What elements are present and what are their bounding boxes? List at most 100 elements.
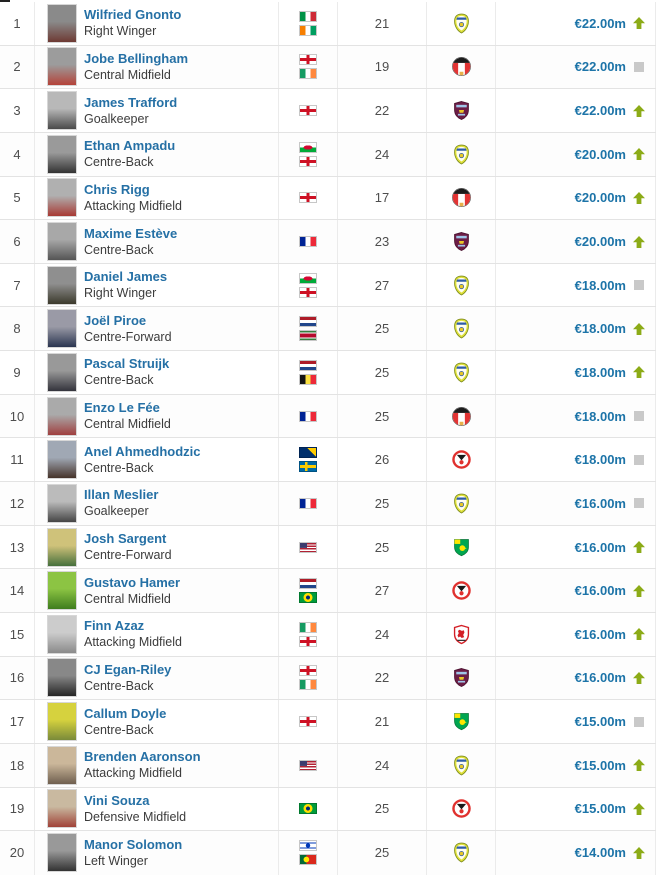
market-value-link[interactable]: €15.00m <box>574 714 626 730</box>
club-cell <box>427 263 496 307</box>
player-photo[interactable] <box>47 3 77 43</box>
club-crest-icon[interactable] <box>450 842 472 864</box>
market-value-link[interactable]: €18.00m <box>574 321 626 337</box>
club-crest-icon[interactable] <box>450 274 472 296</box>
market-value-link[interactable]: €16.00m <box>574 583 626 599</box>
market-value-link[interactable]: €18.00m <box>574 452 626 468</box>
club-crest-icon[interactable] <box>450 754 472 776</box>
player-name-link[interactable]: Vini Souza <box>84 792 150 808</box>
player-name-link[interactable]: Pascal Struijk <box>84 356 170 372</box>
club-crest-icon[interactable] <box>450 623 472 645</box>
age-cell: 25 <box>338 525 427 569</box>
player-photo[interactable] <box>47 658 77 698</box>
market-value-link[interactable]: €16.00m <box>574 495 626 511</box>
player-name-link[interactable]: Gustavo Hamer <box>84 574 181 590</box>
player-photo[interactable] <box>47 745 77 785</box>
player-name-link[interactable]: Daniel James <box>84 269 168 285</box>
player-name-link[interactable]: Brenden Aaronson <box>84 749 201 765</box>
club-crest-icon[interactable] <box>450 231 472 253</box>
player-photo[interactable] <box>47 178 77 218</box>
market-value-link[interactable]: €16.00m <box>574 670 626 686</box>
player-photo[interactable] <box>47 702 77 742</box>
player-photo[interactable] <box>47 265 77 305</box>
player-photo[interactable] <box>47 483 77 523</box>
rank-label: 18 <box>9 757 25 773</box>
player-photo[interactable] <box>47 134 77 174</box>
club-crest-icon[interactable] <box>450 143 472 165</box>
player-photo[interactable] <box>47 396 77 436</box>
market-value-link[interactable]: €16.00m <box>574 539 626 555</box>
age-cell: 22 <box>338 656 427 700</box>
player-photo[interactable] <box>47 222 77 262</box>
club-crest-icon[interactable] <box>450 187 472 209</box>
player-name-link[interactable]: Enzo Le Fée <box>84 400 160 416</box>
market-value-link[interactable]: €15.00m <box>574 757 626 773</box>
player-name-link[interactable]: CJ Egan-Riley <box>84 661 172 677</box>
market-value-link[interactable]: €20.00m <box>574 190 626 206</box>
player-photo[interactable] <box>47 571 77 611</box>
player-name-link[interactable]: Callum Doyle <box>84 705 167 721</box>
flag-suriname-icon <box>299 330 317 342</box>
value-up-arrow-icon <box>633 541 645 553</box>
player-photo[interactable] <box>47 789 77 829</box>
flag-ireland-icon <box>299 68 317 80</box>
player-photo[interactable] <box>47 91 77 131</box>
market-value-link[interactable]: €15.00m <box>574 801 626 817</box>
player-name-link[interactable]: Ethan Ampadu <box>84 138 176 154</box>
market-value-link[interactable]: €18.00m <box>574 364 626 380</box>
club-cell <box>427 2 496 45</box>
club-crest-icon[interactable] <box>450 711 472 733</box>
player-name-link[interactable]: Illan Meslier <box>84 487 159 503</box>
value-cell: €22.00m <box>496 2 656 45</box>
rank-label: 15 <box>9 626 25 642</box>
market-value-link[interactable]: €22.00m <box>574 59 626 75</box>
club-crest-icon[interactable] <box>450 580 472 602</box>
table-row: 20 Manor Solomon Left Winger 25 €14.00m <box>0 831 656 875</box>
player-name-link[interactable]: Joël Piroe <box>84 312 147 328</box>
value-cell: €16.00m <box>496 525 656 569</box>
club-crest-icon[interactable] <box>450 12 472 34</box>
player-name-link[interactable]: James Trafford <box>84 94 178 110</box>
market-value-link[interactable]: €18.00m <box>574 408 626 424</box>
market-value-link[interactable]: €16.00m <box>574 626 626 642</box>
market-value-link[interactable]: €14.00m <box>574 845 626 861</box>
flag-italy-icon <box>299 10 317 22</box>
player-photo[interactable] <box>47 352 77 392</box>
market-value-link[interactable]: €22.00m <box>574 15 626 31</box>
player-photo[interactable] <box>47 833 77 873</box>
player-photo[interactable] <box>47 527 77 567</box>
player-name-link[interactable]: Anel Ahmedhodzic <box>84 443 201 459</box>
player-name-link[interactable]: Manor Solomon <box>84 836 183 852</box>
player-photo[interactable] <box>47 440 77 480</box>
market-value-link[interactable]: €20.00m <box>574 234 626 250</box>
market-value-link[interactable]: €18.00m <box>574 277 626 293</box>
player-name-link[interactable]: Jobe Bellingham <box>84 50 189 66</box>
club-crest-icon[interactable] <box>450 361 472 383</box>
player-photo[interactable] <box>47 309 77 349</box>
player-name-link[interactable]: Josh Sargent <box>84 531 167 546</box>
age-label: 25 <box>374 321 390 337</box>
club-cell <box>427 831 496 875</box>
market-value-link[interactable]: €22.00m <box>574 103 626 119</box>
table-row: 10 Enzo Le Fée Central Midfield 25 €18.0… <box>0 394 656 439</box>
club-crest-icon[interactable] <box>450 100 472 122</box>
market-value-link[interactable]: €20.00m <box>574 146 626 162</box>
player-name-link[interactable]: Chris Rigg <box>84 181 150 197</box>
player-photo[interactable] <box>47 614 77 654</box>
club-crest-icon[interactable] <box>450 449 472 471</box>
value-cell: €18.00m <box>496 394 656 438</box>
rank-cell: 4 <box>0 132 35 176</box>
player-name-link[interactable]: Maxime Estève <box>84 225 178 241</box>
age-cell: 25 <box>338 351 427 394</box>
club-crest-icon[interactable] <box>450 318 472 340</box>
age-cell: 21 <box>338 2 427 45</box>
player-photo[interactable] <box>47 47 77 87</box>
club-crest-icon[interactable] <box>450 667 472 689</box>
club-crest-icon[interactable] <box>450 798 472 820</box>
club-crest-icon[interactable] <box>450 492 472 514</box>
club-crest-icon[interactable] <box>450 536 472 558</box>
club-crest-icon[interactable] <box>450 405 472 427</box>
player-name-link[interactable]: Finn Azaz <box>84 618 145 634</box>
player-name-link[interactable]: Wilfried Gnonto <box>84 7 182 23</box>
club-crest-icon[interactable] <box>450 56 472 78</box>
